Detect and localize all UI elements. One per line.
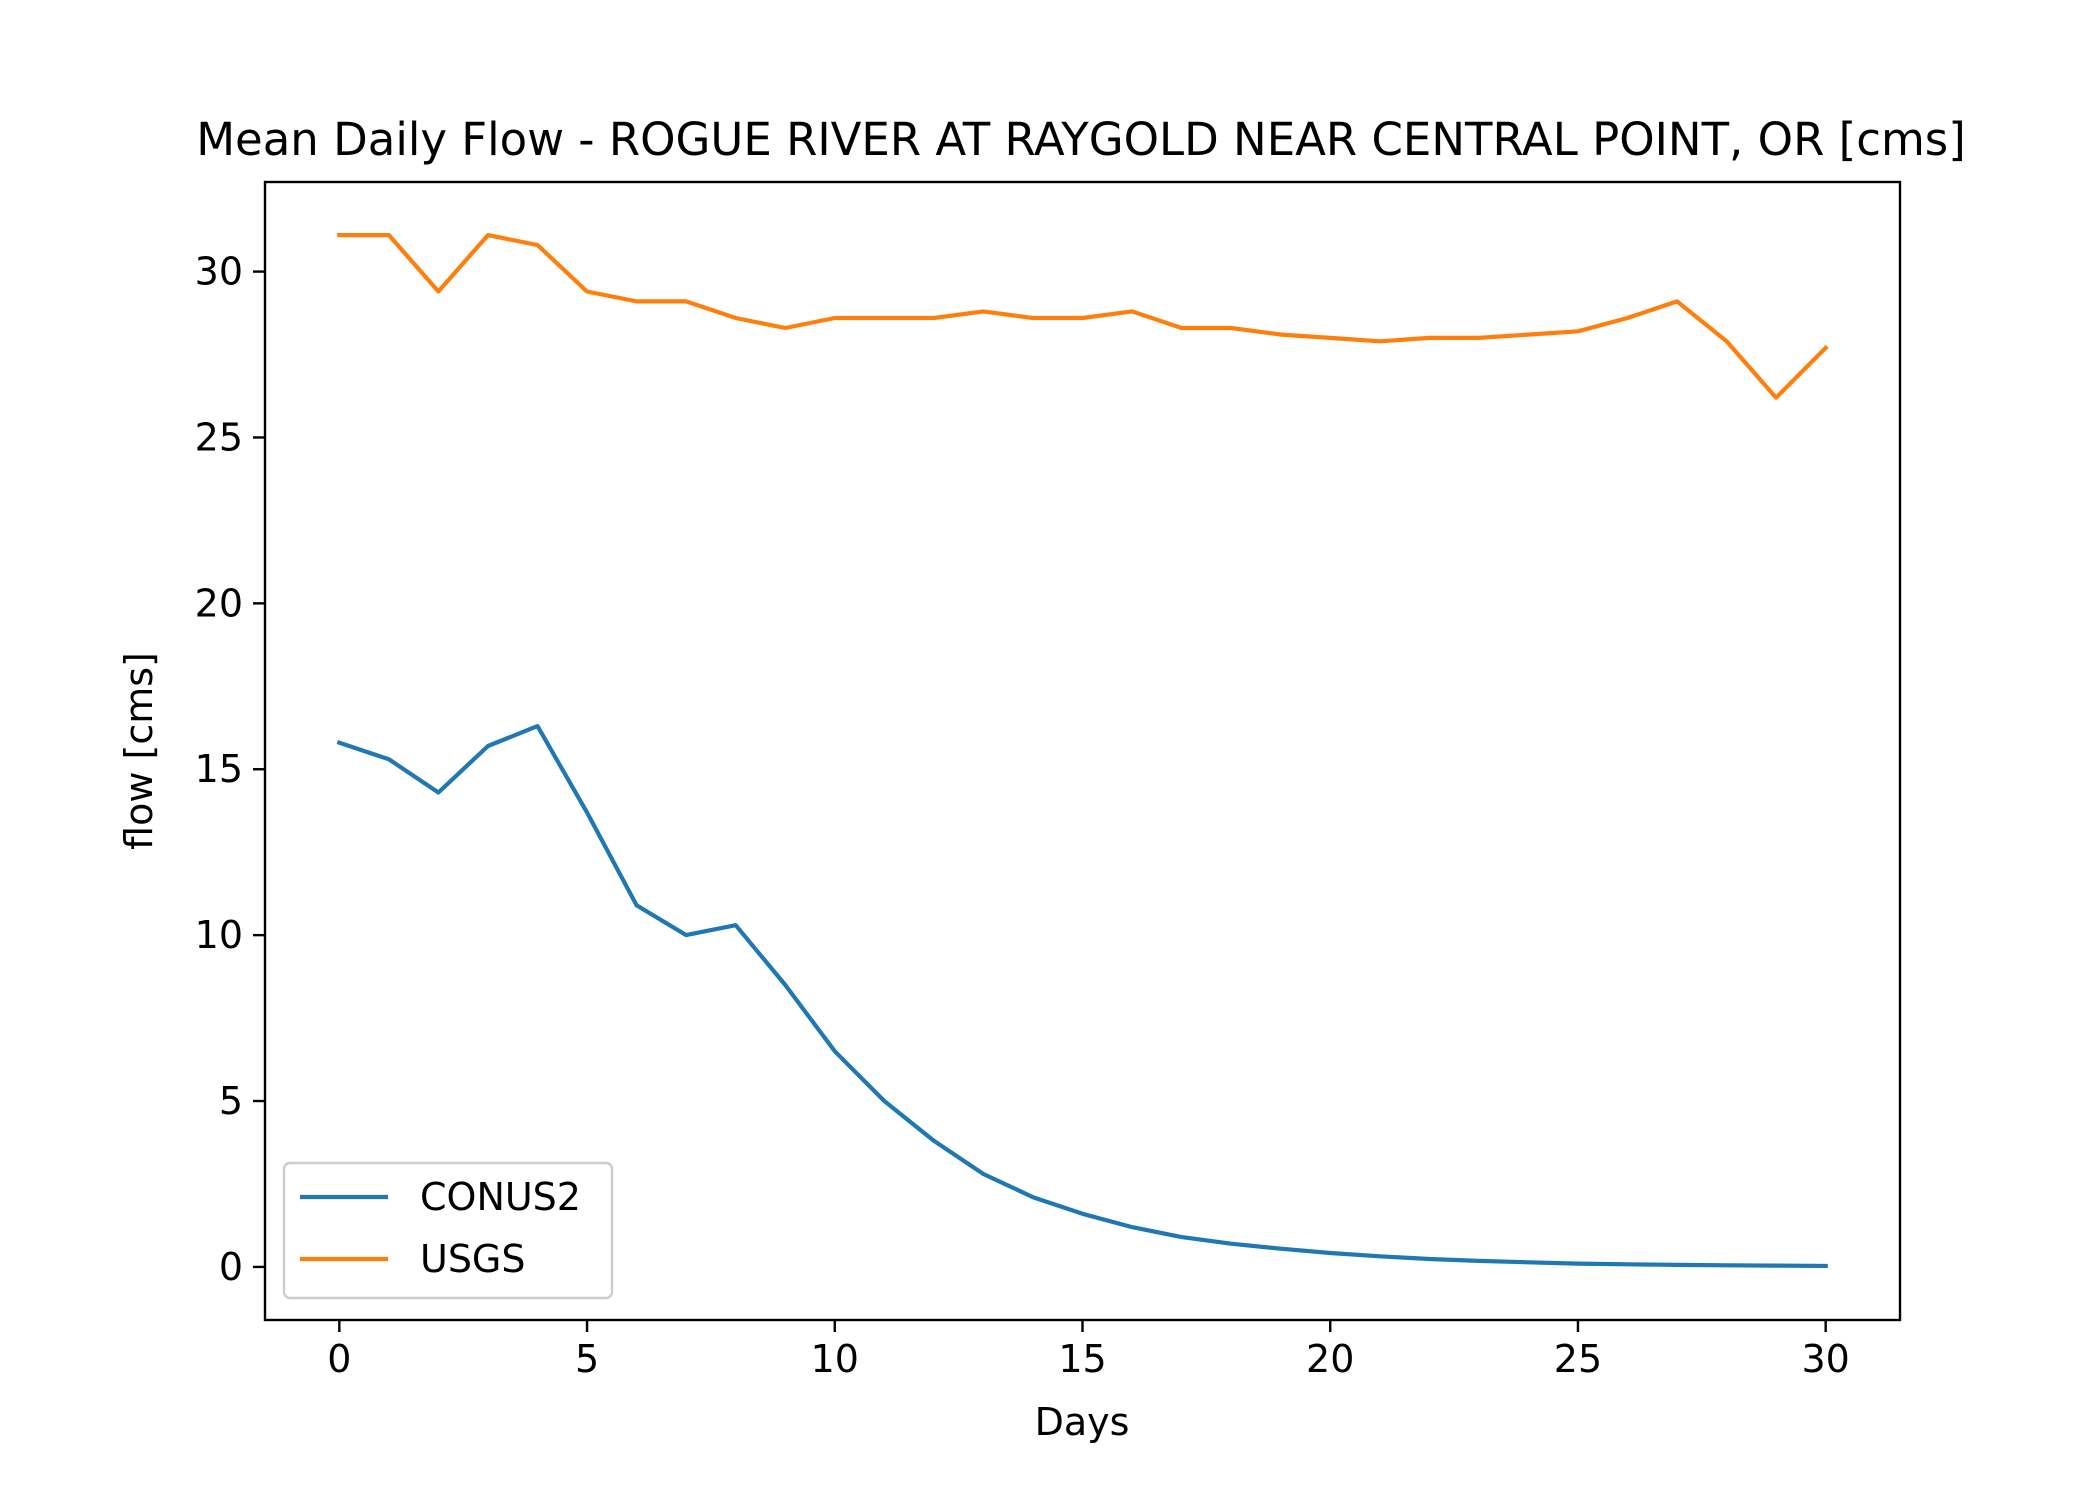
chart-title: Mean Daily Flow - ROGUE RIVER AT RAYGOLD… [196,113,1966,166]
series-layer [336,233,1829,1269]
x-tick-label: 5 [575,1337,599,1381]
x-tick-label: 15 [1058,1337,1106,1381]
y-tick-label: 30 [195,250,243,294]
x-tick-label: 30 [1802,1337,1850,1381]
legend-label-usgs: USGS [420,1237,526,1281]
legend: CONUS2 USGS [282,1161,614,1300]
y-tick-label: 5 [219,1079,243,1123]
y-tick-label: 20 [195,581,243,625]
x-tick-label: 20 [1306,1337,1354,1381]
y-axis-label: flow [cms] [117,652,161,850]
y-tick-label: 0 [219,1245,243,1289]
x-axis-label: Days [1035,1400,1130,1444]
series-line-conus2 [336,723,1828,1269]
legend-label-conus2: CONUS2 [420,1175,581,1219]
ticks-layer: 0 5 10 15 20 25 30 0 5 10 15 20 25 30 [195,250,1850,1381]
series-line-usgs [337,233,1829,400]
x-tick-label: 0 [327,1337,351,1381]
x-tick-label: 10 [811,1337,859,1381]
y-tick-label: 15 [195,747,243,791]
y-tick-label: 10 [195,913,243,957]
x-tick-label: 25 [1554,1337,1602,1381]
y-tick-label: 25 [195,415,243,459]
